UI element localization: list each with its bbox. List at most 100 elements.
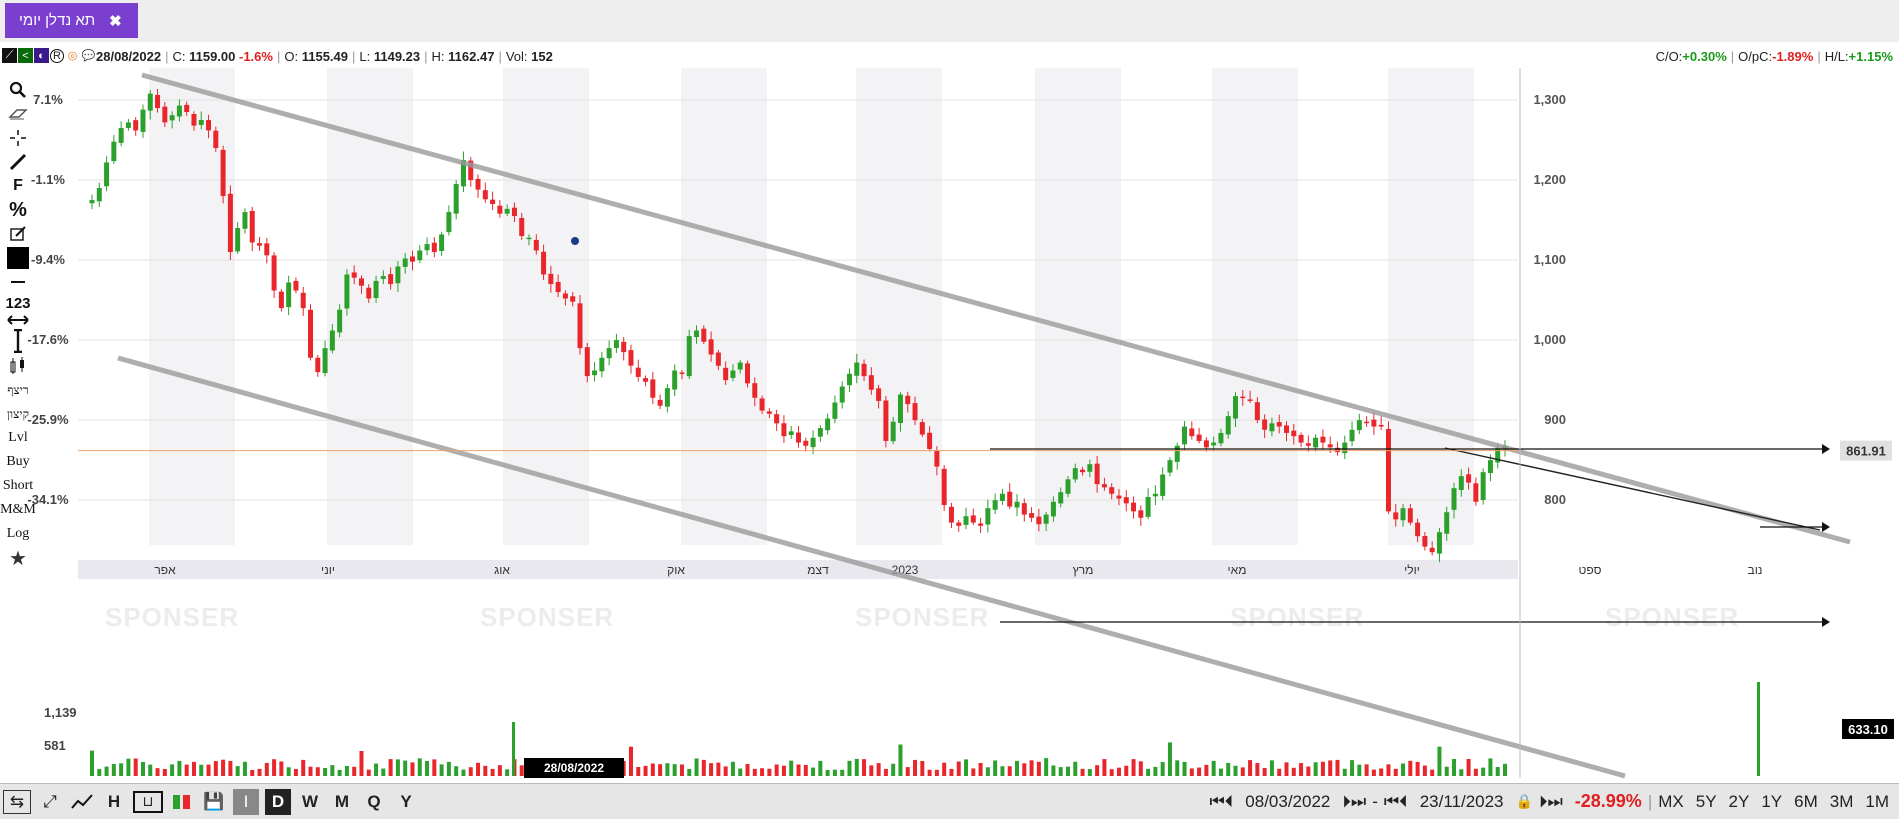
watermark: SPONSER <box>105 602 239 632</box>
crosshair-icon[interactable] <box>0 126 36 150</box>
theme-icon[interactable]: ◐ <box>34 48 49 63</box>
line-chart-icon[interactable] <box>69 789 95 815</box>
measure-icon[interactable] <box>0 312 36 328</box>
volume-bar <box>665 763 670 776</box>
range-1y[interactable]: 1Y <box>1761 791 1783 811</box>
target-icon[interactable]: ◎ <box>67 50 78 62</box>
volume-bar <box>1299 763 1304 776</box>
x-axis-label: אוק <box>667 563 685 577</box>
candle-body <box>1196 434 1202 441</box>
sidebar-item-extreme[interactable]: קיצון <box>7 406 29 421</box>
range-3m[interactable]: 3M <box>1829 791 1854 811</box>
candle-body <box>635 367 641 377</box>
volume-bar <box>1116 767 1121 776</box>
volume-bar <box>643 765 648 776</box>
candle-body <box>519 217 525 237</box>
sidebar-item-buy[interactable]: Buy <box>6 454 30 469</box>
save-icon[interactable]: 💾 <box>203 791 225 811</box>
start-first-icon[interactable]: ⏮⏴ <box>1209 791 1234 811</box>
range-1m[interactable]: 1M <box>1865 791 1889 811</box>
end-last-icon[interactable]: ⏵⏭ <box>1538 791 1563 811</box>
line-tool-icon[interactable] <box>0 150 36 174</box>
eraser-icon[interactable] <box>0 102 36 126</box>
candle-body <box>606 348 612 359</box>
watermark: SPONSER <box>1605 602 1739 632</box>
volume-bar <box>191 761 196 776</box>
range-6m[interactable]: 6M <box>1794 791 1818 811</box>
candle-body <box>1021 503 1027 515</box>
y-right-tick: 1,200 <box>1533 172 1566 187</box>
period-monthly[interactable]: M <box>334 791 350 811</box>
sidebar-item-lvl[interactable]: Lvl <box>8 430 28 445</box>
volume-bar <box>964 759 969 776</box>
month-band <box>503 68 589 545</box>
period-weekly[interactable]: W <box>301 791 319 811</box>
sidebar-item-mm[interactable]: M&M <box>0 502 36 517</box>
fibonacci-tool[interactable]: F <box>13 177 23 194</box>
instrument-tab[interactable]: תא נדלן יומי ✖ <box>5 3 138 38</box>
edit-icon[interactable] <box>0 222 36 246</box>
star-icon[interactable]: ★ <box>9 547 27 570</box>
candle-body <box>308 309 314 358</box>
bar-chart-icon[interactable]: ⊔ <box>133 790 163 813</box>
month-band <box>1212 68 1298 545</box>
volume-bar <box>417 758 422 776</box>
period-daily[interactable]: D <box>265 788 291 815</box>
hl-chart-icon[interactable]: H <box>107 791 121 811</box>
high-label: H: <box>431 48 445 64</box>
volume-bar <box>1131 759 1136 776</box>
compare-icon[interactable]: ⇆ <box>3 789 31 814</box>
color-swatch[interactable] <box>0 246 36 270</box>
candle-body <box>497 205 503 214</box>
candle-body <box>541 251 547 275</box>
chart-type-icon[interactable]: ⟋ <box>2 48 17 63</box>
candle-body <box>1123 497 1129 504</box>
candle-body <box>1364 421 1370 424</box>
volume-bar <box>1189 768 1194 776</box>
candle-body <box>788 431 794 436</box>
watermark: SPONSER <box>480 602 614 632</box>
indicator-icon[interactable]: ⤢ <box>43 791 57 811</box>
percent-tool[interactable]: % <box>9 198 27 221</box>
period-intraday[interactable]: I <box>233 788 259 815</box>
vertical-measure-icon[interactable] <box>0 328 36 354</box>
sidebar-item-short[interactable]: Short <box>2 478 34 493</box>
zoom-icon[interactable] <box>0 78 36 102</box>
candle-body <box>1043 514 1049 524</box>
price-chart[interactable]: SPONSER SPONSER SPONSER SPONSER SPONSER אפר י… <box>0 68 1899 786</box>
close-icon[interactable]: ✖ <box>109 12 122 30</box>
volume-bar <box>1255 763 1260 776</box>
candle-tool-icon[interactable] <box>0 354 36 378</box>
line-width-icon[interactable] <box>0 270 36 294</box>
lock-icon[interactable]: 🔒 <box>1515 793 1533 809</box>
chat-icon[interactable]: 💬 <box>81 50 96 62</box>
sidebar-item-consecutive[interactable]: ריצף <box>7 382 29 397</box>
candle-body <box>723 367 729 381</box>
volume-bar <box>1262 767 1267 776</box>
volume-bar <box>1087 769 1092 776</box>
start-date[interactable]: 08/03/2022 <box>1245 791 1331 811</box>
candle-body <box>985 508 991 525</box>
registered-icon[interactable]: R <box>50 48 64 63</box>
period-yearly[interactable]: Y <box>400 791 412 811</box>
candle-body <box>759 398 765 411</box>
sidebar-item-log[interactable]: Log <box>6 526 30 541</box>
volume-bar <box>221 759 226 776</box>
y-left-tick: -1.1% <box>31 172 65 187</box>
range-2y[interactable]: 2Y <box>1728 791 1750 811</box>
candle-body <box>832 402 838 419</box>
candle-body <box>643 378 649 382</box>
period-quarterly[interactable]: Q <box>367 791 381 811</box>
numeric-tool[interactable]: 123 <box>5 294 31 312</box>
range-mx[interactable]: MX <box>1658 791 1684 811</box>
end-date[interactable]: 23/11/2023 <box>1419 791 1504 811</box>
volume-bar <box>1430 769 1435 776</box>
end-prev-icon[interactable]: ⏮⏴ <box>1383 791 1408 811</box>
candle-body <box>235 228 241 252</box>
range-5y[interactable]: 5Y <box>1695 791 1717 811</box>
candle-chart-icon[interactable] <box>169 789 195 815</box>
volume-bar <box>956 761 961 776</box>
start-next-icon[interactable]: ⏵⏭ <box>1342 791 1367 811</box>
share-icon[interactable]: < <box>18 48 33 63</box>
volume-bar <box>891 763 896 776</box>
